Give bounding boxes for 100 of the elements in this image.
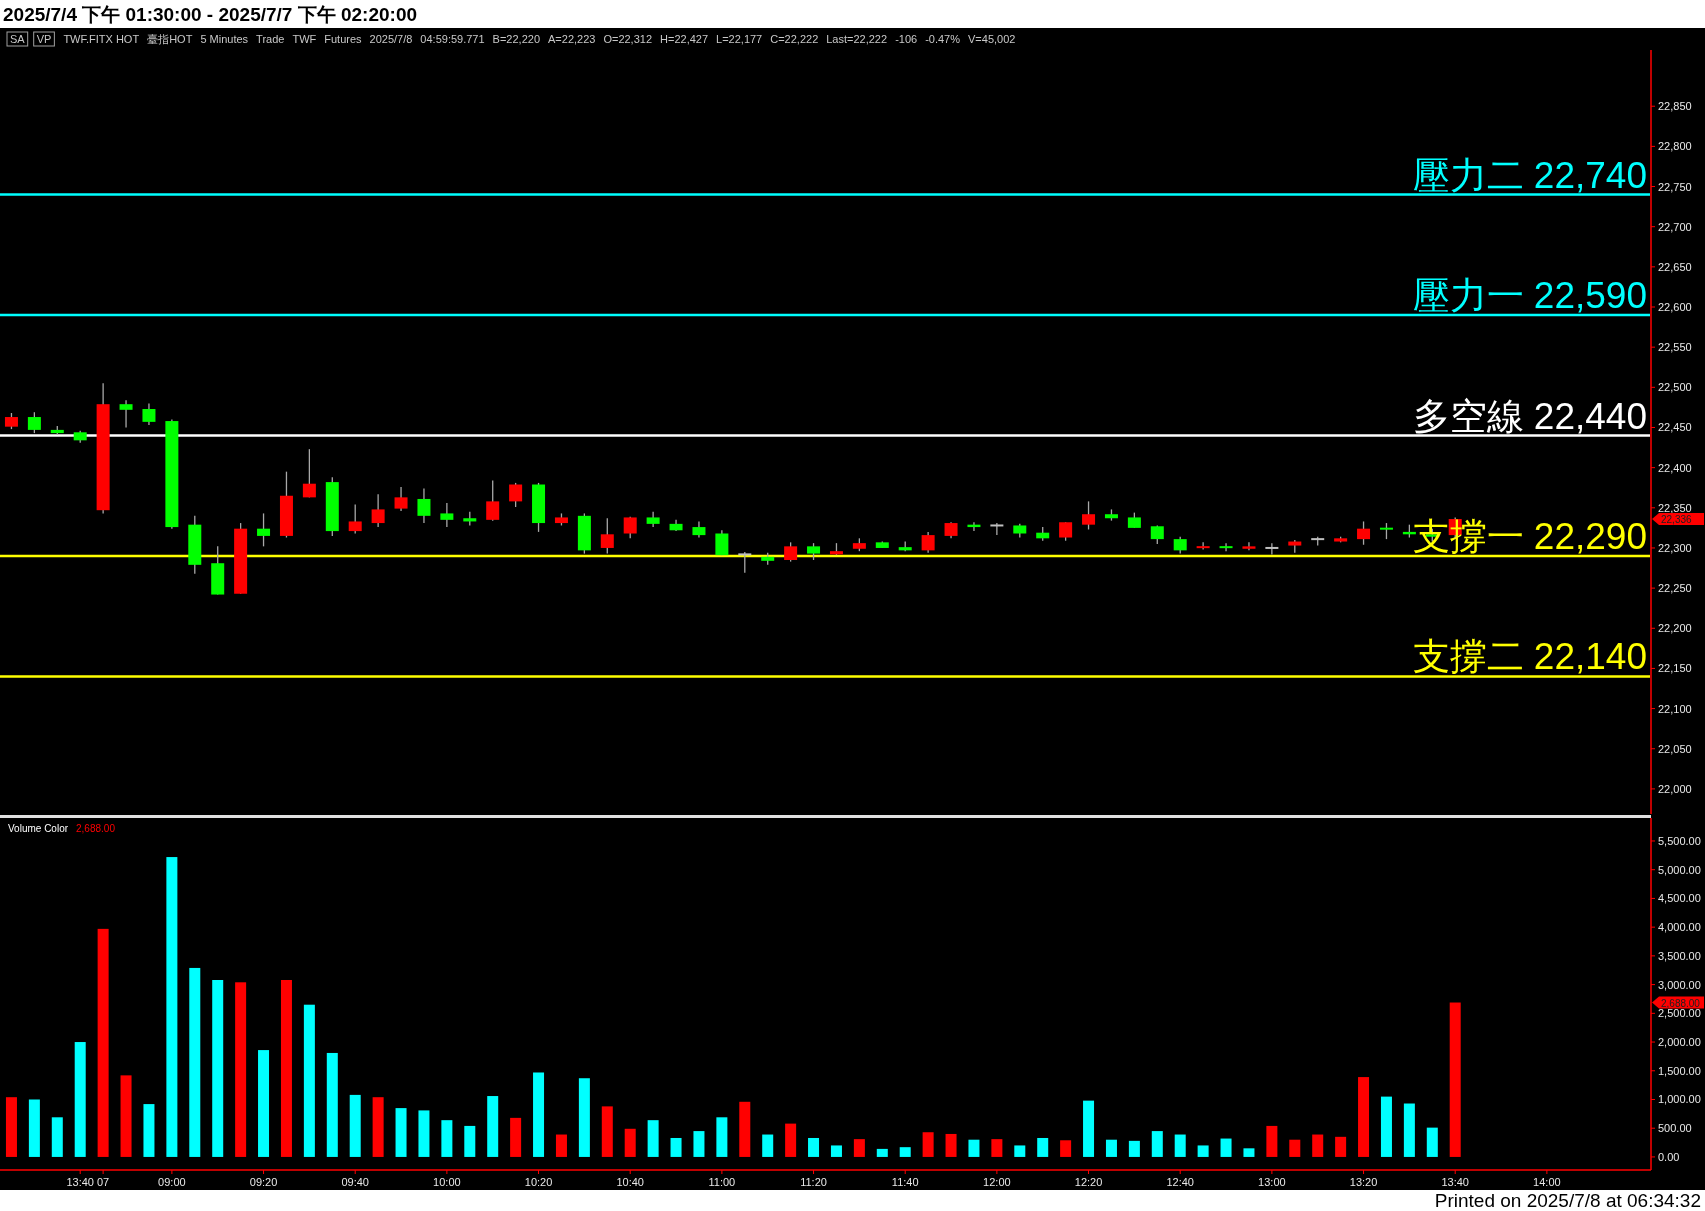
text: SA	[10, 33, 26, 45]
bar	[1312, 1134, 1324, 1157]
bar	[762, 1134, 774, 1157]
y-tick-label: 22,200	[1658, 622, 1692, 635]
bar	[372, 1097, 384, 1157]
y-tick-label: 5,000.00	[1658, 863, 1701, 876]
bar	[945, 1133, 957, 1157]
bar	[74, 1042, 86, 1157]
bar	[578, 1078, 590, 1157]
bar	[624, 1128, 636, 1157]
text: -106	[895, 33, 918, 45]
y-tick-label: 22,300	[1658, 541, 1692, 554]
y-tick-label: 1,500.00	[1658, 1064, 1701, 1077]
bar	[1060, 1140, 1072, 1157]
y-tick-label: 3,500.00	[1658, 949, 1701, 962]
text: Futures	[324, 33, 363, 45]
bar	[464, 1125, 476, 1157]
y-tick-label: 5,500.00	[1658, 834, 1701, 847]
text: -0.47%	[925, 33, 961, 45]
bar	[166, 857, 178, 1157]
bar	[785, 1123, 797, 1157]
bar	[555, 1134, 567, 1157]
bar	[1266, 1125, 1278, 1157]
bar	[1197, 1145, 1209, 1157]
x-tick-label: 07	[97, 1176, 110, 1188]
bar	[303, 1004, 315, 1157]
y-tick-label: 2,500.00	[1658, 1007, 1701, 1020]
x-tick-label: 09:40	[341, 1176, 369, 1188]
text: A=22,223	[548, 33, 596, 45]
y-tick-label: 22,650	[1658, 260, 1692, 273]
annotation: 2,688.00	[76, 823, 116, 834]
y-tick-label: 22,050	[1658, 742, 1692, 755]
bar	[670, 1137, 682, 1157]
bar	[1014, 1145, 1026, 1157]
bar	[922, 1132, 934, 1157]
y-tick-label: 22,150	[1658, 662, 1692, 675]
text: 04:59:59.771	[420, 33, 485, 45]
x-tick-label: 14:00	[1533, 1176, 1561, 1188]
x-tick-label: 12:20	[1074, 1176, 1103, 1188]
y-tick-label: 22,400	[1658, 461, 1692, 474]
bar	[143, 1104, 155, 1157]
text: VP	[36, 33, 52, 45]
bar	[487, 1096, 499, 1157]
bar	[1083, 1100, 1095, 1157]
bar	[1037, 1137, 1049, 1157]
bar	[739, 1101, 751, 1157]
ref-line-label: 支撐二 22,140	[1412, 636, 1647, 678]
ref-line-label: 壓力二 22,740	[1412, 154, 1647, 196]
bar	[1289, 1139, 1301, 1157]
ref-line-label: 多空線 22,440	[1412, 395, 1647, 437]
text: H=22,427	[660, 33, 709, 45]
y-tick-label: 22,850	[1658, 100, 1692, 113]
text: Printed on 2025/7/8 at 06:34:32	[1434, 1190, 1701, 1211]
y-tick-label: 22,350	[1658, 501, 1692, 514]
bar	[1380, 1096, 1392, 1157]
y-tick-label: 0.00	[1658, 1150, 1680, 1163]
x-tick-label: 12:00	[983, 1176, 1011, 1188]
bar	[235, 982, 247, 1157]
y-tick-label: 500.00	[1658, 1122, 1692, 1135]
y-tick-label: 22,100	[1658, 702, 1692, 715]
x-tick-label: 13:00	[1258, 1176, 1286, 1188]
text: C=22,222	[770, 33, 819, 45]
bar	[1151, 1131, 1163, 1157]
bar	[1426, 1127, 1438, 1157]
text: 2025/7/8	[369, 33, 413, 45]
bar	[853, 1139, 865, 1157]
bar	[395, 1108, 407, 1157]
x-tick-label: 13:40	[66, 1176, 94, 1188]
x-tick-label: 11:00	[708, 1176, 736, 1188]
bar	[991, 1139, 1003, 1157]
y-tick-label: 22,450	[1658, 421, 1692, 434]
x-tick-label: 09:00	[158, 1176, 186, 1188]
y-tick-label: 3,000.00	[1658, 978, 1701, 991]
text: O=22,312	[603, 33, 653, 45]
bar	[418, 1110, 430, 1157]
bar	[601, 1106, 613, 1157]
text: Last=22,222	[826, 33, 888, 45]
bar	[899, 1147, 911, 1157]
bar	[1220, 1138, 1232, 1157]
bar	[830, 1145, 842, 1157]
text: V=45,002	[968, 33, 1016, 45]
text: TWF.FITX HOT	[63, 33, 140, 45]
bar	[1243, 1148, 1255, 1157]
bar	[1128, 1140, 1140, 1157]
y-tick-label: 22,500	[1658, 381, 1692, 394]
bar	[533, 1072, 545, 1157]
x-tick-label: 11:20	[800, 1176, 827, 1188]
y-tick-label: 4,500.00	[1658, 892, 1701, 905]
x-tick-label: 13:20	[1349, 1176, 1378, 1188]
bar	[1105, 1139, 1117, 1157]
bar	[280, 980, 292, 1157]
text: L=22,177	[716, 33, 763, 45]
bar	[1449, 1002, 1461, 1157]
y-tick-label: 22,600	[1658, 301, 1692, 314]
bar	[1403, 1103, 1415, 1157]
bar	[1174, 1134, 1186, 1157]
bar	[349, 1094, 361, 1157]
bar	[120, 1075, 132, 1157]
x-tick-label: 12:40	[1166, 1176, 1194, 1188]
annotation: Volume Color	[8, 823, 69, 834]
